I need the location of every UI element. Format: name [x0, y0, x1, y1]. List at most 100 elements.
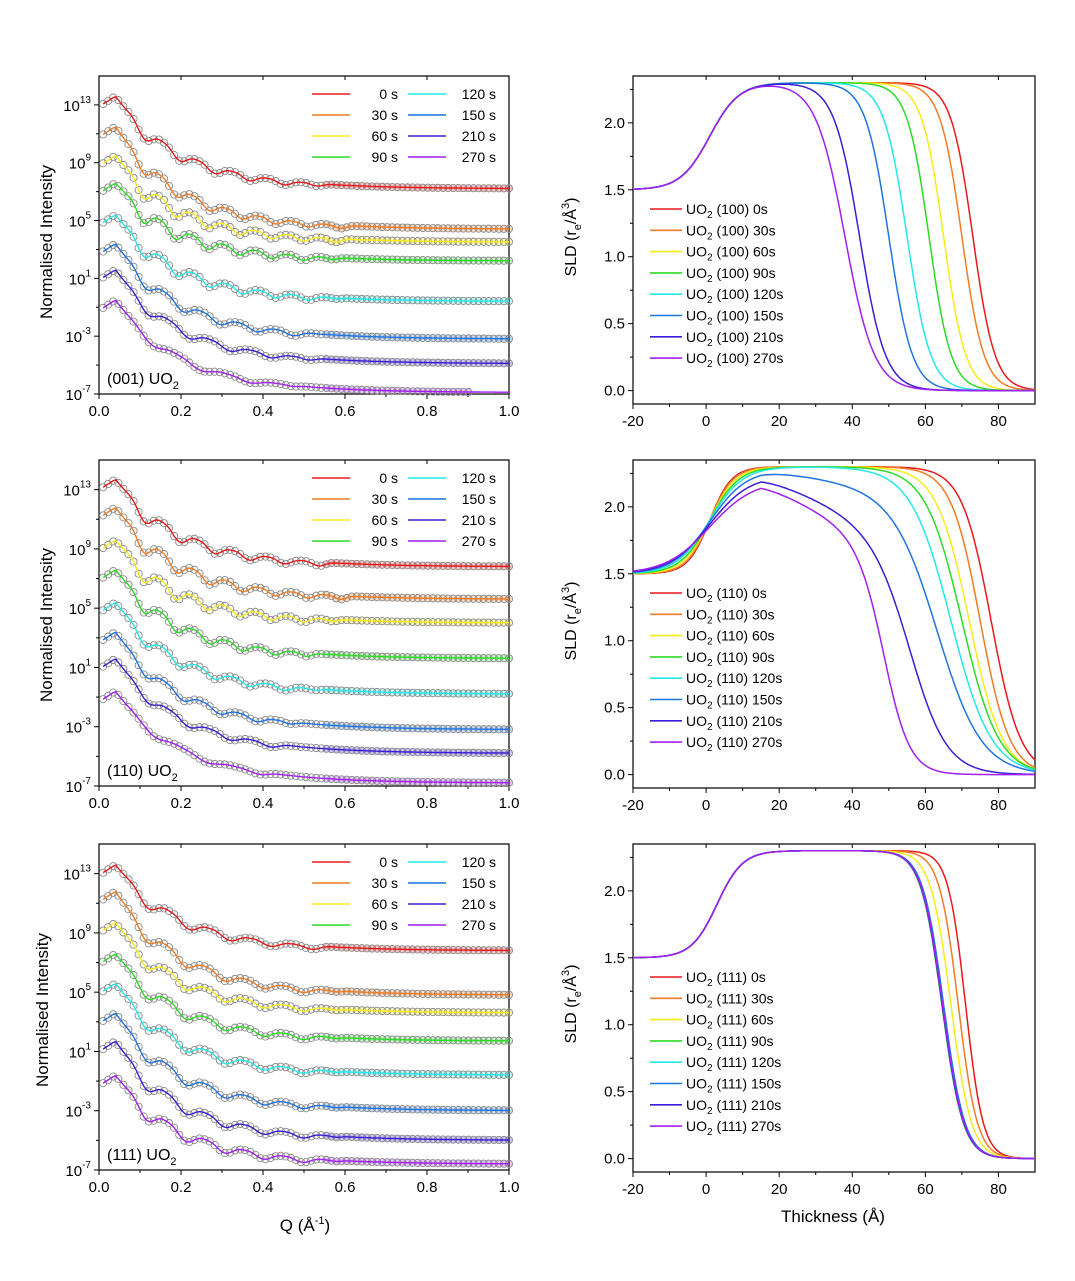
y-tick-exponent: -7 — [82, 776, 91, 787]
data-marker — [170, 211, 179, 221]
series-markers-120s — [99, 599, 514, 698]
x-tick-label: 0.4 — [253, 1179, 274, 1196]
series-markers-30s — [99, 504, 514, 604]
panel-title-sub: 2 — [170, 1156, 176, 1168]
data-marker — [261, 351, 270, 361]
data-marker — [230, 547, 240, 556]
legend-label-sub: 2 — [707, 1063, 713, 1074]
legend-label-suffix: (111) 30s — [713, 990, 774, 1006]
data-marker — [291, 986, 300, 995]
data-marker — [195, 629, 204, 638]
data-marker — [144, 699, 153, 708]
y-axis-label-sld-1: SLD (re/Å3) — [560, 198, 584, 277]
data-marker — [220, 733, 229, 742]
legend: 0 s 30 s 60 s 90 s 120 s 150 s 210 s 270 s — [312, 854, 496, 933]
data-marker — [286, 983, 295, 992]
y-tick-base: 10 — [65, 1104, 82, 1121]
data-marker — [296, 220, 306, 229]
legend-label-main: UO — [686, 1033, 707, 1049]
legend-label-main: UO — [686, 265, 707, 281]
panel-title-main: (110) UO — [107, 763, 172, 780]
y-tick-label: 0.5 — [604, 316, 625, 333]
data-marker — [291, 253, 300, 262]
data-marker — [124, 140, 133, 149]
legend-label: 210 s — [462, 896, 496, 912]
series-markers-150s — [99, 629, 514, 734]
data-marker — [159, 174, 169, 183]
data-marker — [241, 249, 250, 258]
legend-label: UO2 (100) 210s — [686, 329, 783, 349]
data-marker — [139, 331, 148, 340]
data-marker — [180, 591, 189, 600]
legend-label-suffix: (111) 210s — [713, 1097, 782, 1113]
data-marker — [99, 159, 108, 168]
fit-line-150s — [102, 631, 509, 730]
data-marker — [134, 569, 143, 578]
x-tick-label: 0.8 — [417, 795, 438, 812]
data-marker — [119, 1080, 128, 1089]
data-marker — [119, 1019, 128, 1028]
data-marker — [159, 578, 169, 587]
legend-label-main: UO — [686, 734, 707, 750]
series-markers-0s — [99, 862, 514, 955]
data-marker — [159, 610, 169, 619]
data-marker — [154, 1085, 163, 1094]
y-tick-label: 101 — [69, 1041, 92, 1061]
data-marker — [175, 325, 184, 334]
data-marker — [236, 612, 245, 621]
data-marker — [124, 905, 133, 914]
data-marker — [134, 1042, 143, 1051]
data-marker — [230, 673, 240, 682]
data-marker — [159, 313, 169, 322]
data-marker — [307, 986, 316, 995]
legend-label-sub: 2 — [707, 722, 713, 733]
fit-line-120s — [102, 982, 509, 1076]
data-marker — [230, 284, 240, 293]
data-marker — [190, 232, 199, 241]
y-tick-base: 10 — [69, 1044, 86, 1061]
data-marker — [236, 586, 245, 595]
legend-label: UO2 (110) 120s — [686, 670, 782, 690]
data-marker — [251, 736, 260, 745]
data-marker — [180, 1079, 189, 1089]
data-marker — [165, 291, 174, 300]
data-marker — [225, 222, 234, 232]
data-marker — [200, 243, 209, 252]
fit-line-60s — [102, 922, 509, 1014]
data-marker — [124, 519, 133, 528]
data-marker — [139, 960, 148, 969]
fit-line-270s — [102, 299, 509, 393]
fit-line-90s — [102, 182, 509, 262]
y-tick-exponent: 9 — [85, 923, 91, 934]
sld-label-prefix: SLD (r — [563, 997, 580, 1044]
sld-label-end: ) — [563, 198, 580, 203]
legend-label-sub: 2 — [707, 210, 713, 221]
data-marker — [139, 990, 148, 999]
legend-label: UO2 (110) 60s — [686, 628, 775, 648]
data-marker — [256, 983, 265, 992]
x-tick-label: 60 — [917, 1181, 934, 1198]
data-marker — [205, 985, 214, 994]
data-marker — [119, 638, 128, 647]
y-tick-base: 10 — [65, 387, 82, 404]
data-marker — [271, 233, 280, 243]
data-marker — [149, 732, 158, 741]
data-marker — [205, 924, 214, 933]
legend-label: 0 s — [379, 854, 398, 870]
data-marker — [170, 1066, 179, 1075]
data-marker — [256, 1031, 265, 1040]
fit-line-210s — [102, 1040, 509, 1141]
data-marker — [129, 288, 138, 297]
legend-label-sub: 2 — [707, 1021, 713, 1032]
data-marker — [220, 934, 229, 943]
fit-line-60s — [102, 539, 509, 624]
data-marker — [99, 926, 108, 935]
data-marker — [170, 686, 179, 695]
data-marker — [210, 603, 219, 612]
data-marker — [124, 702, 133, 711]
data-marker — [180, 231, 189, 240]
data-marker — [129, 317, 138, 326]
data-marker — [139, 252, 148, 261]
legend-label: 0 s — [379, 470, 398, 486]
